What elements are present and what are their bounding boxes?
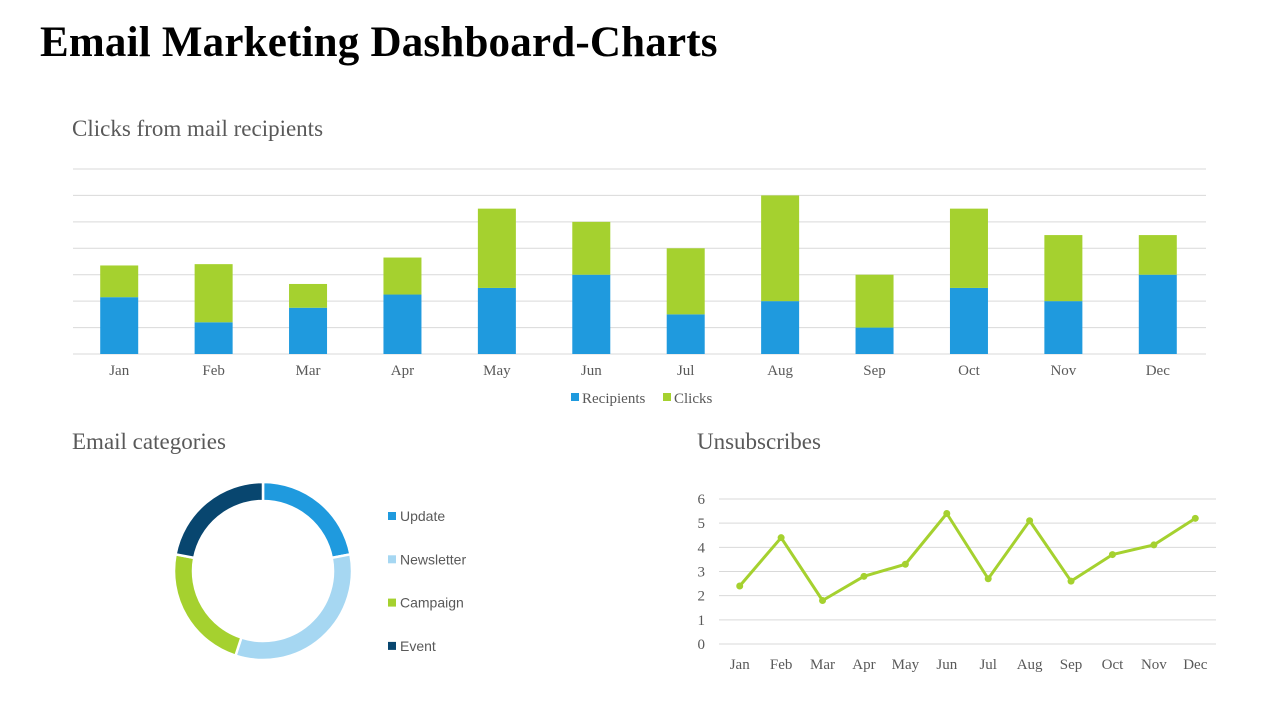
bar-x-tick-label: Mar bbox=[296, 363, 321, 379]
line-chart-title: Unsubscribes bbox=[697, 429, 821, 454]
line-x-tick-label: Jan bbox=[730, 657, 750, 673]
bar-clicks-apr bbox=[383, 257, 422, 295]
bar-x-tick-label: Dec bbox=[1146, 363, 1170, 379]
bar-clicks-dec bbox=[1138, 235, 1177, 275]
legend-swatch-clicks bbox=[663, 393, 671, 401]
bar-recipients-dec bbox=[1138, 274, 1177, 354]
legend-swatch-update bbox=[388, 512, 396, 520]
bar-x-tick-label: Jun bbox=[581, 363, 602, 379]
line-y-tick-label: 3 bbox=[698, 565, 706, 581]
bar-recipients-may bbox=[477, 287, 516, 354]
legend-label-newsletter: Newsletter bbox=[400, 551, 466, 567]
bar-x-tick-label: Nov bbox=[1050, 363, 1076, 379]
line-x-tick-label: Sep bbox=[1060, 657, 1083, 673]
legend-label-recipients: Recipients bbox=[582, 391, 645, 407]
line-y-tick-label: 6 bbox=[698, 492, 706, 508]
line-point-may bbox=[901, 560, 909, 568]
line-point-feb bbox=[777, 534, 785, 542]
bar-clicks-nov bbox=[1044, 235, 1083, 302]
bar-clicks-may bbox=[477, 208, 516, 288]
line-point-nov bbox=[1150, 541, 1158, 549]
donut-chart-title: Email categories bbox=[72, 429, 226, 454]
bar-clicks-oct bbox=[949, 208, 988, 288]
line-point-apr bbox=[860, 572, 868, 580]
bar-clicks-aug bbox=[761, 195, 800, 302]
line-point-aug bbox=[1026, 517, 1034, 525]
bar-recipients-jan bbox=[100, 297, 139, 354]
bar-recipients-mar bbox=[289, 307, 328, 354]
line-y-tick-label: 1 bbox=[698, 613, 706, 629]
legend-label-update: Update bbox=[400, 508, 445, 524]
line-series-unsubscribes bbox=[738, 512, 1197, 602]
page-title: Email Marketing Dashboard-Charts bbox=[40, 19, 718, 66]
line-point-jul bbox=[984, 575, 992, 583]
line-x-tick-label: Nov bbox=[1141, 657, 1167, 673]
line-y-tick-label: 4 bbox=[698, 540, 706, 556]
bar-x-tick-label: May bbox=[483, 363, 511, 379]
legend-swatch-recipients bbox=[571, 393, 579, 401]
line-x-tick-label: Dec bbox=[1183, 657, 1207, 673]
bar-x-tick-label: Jan bbox=[109, 363, 129, 379]
line-x-tick-label: May bbox=[892, 657, 920, 673]
line-x-tick-label: Jun bbox=[936, 657, 957, 673]
bar-recipients-jul bbox=[666, 314, 705, 354]
line-x-tick-label: Jul bbox=[979, 657, 997, 673]
legend-label-clicks: Clicks bbox=[674, 391, 712, 407]
line-x-tick-label: Mar bbox=[810, 657, 835, 673]
bar-clicks-feb bbox=[194, 264, 233, 323]
line-y-tick-label: 5 bbox=[698, 516, 706, 532]
line-x-tick-label: Oct bbox=[1102, 657, 1124, 673]
line-point-mar bbox=[819, 597, 827, 604]
line-point-oct bbox=[1108, 551, 1116, 559]
bar-clicks-mar bbox=[289, 283, 328, 308]
legend-swatch-newsletter bbox=[388, 555, 396, 564]
line-point-jan bbox=[736, 582, 744, 590]
bar-clicks-jan bbox=[100, 265, 139, 298]
bar-x-tick-label: Oct bbox=[958, 363, 980, 379]
line-point-dec bbox=[1191, 514, 1199, 522]
bar-recipients-apr bbox=[383, 294, 422, 354]
bar-x-tick-label: Aug bbox=[767, 363, 793, 379]
bar-x-tick-label: Apr bbox=[391, 363, 414, 379]
bar-x-tick-label: Feb bbox=[202, 363, 225, 379]
line-x-tick-label: Apr bbox=[852, 657, 875, 673]
donut-slice-event bbox=[174, 480, 265, 560]
bar-recipients-jun bbox=[572, 274, 611, 354]
line-x-tick-label: Aug bbox=[1017, 657, 1043, 673]
bar-clicks-jul bbox=[666, 248, 705, 315]
bar-x-tick-label: Jul bbox=[677, 363, 695, 379]
bar-x-tick-label: Sep bbox=[863, 363, 886, 379]
line-x-tick-label: Feb bbox=[770, 657, 793, 673]
bar-recipients-sep bbox=[855, 327, 894, 354]
line-point-sep bbox=[1067, 577, 1075, 585]
legend-swatch-campaign bbox=[388, 598, 396, 607]
bar-recipients-feb bbox=[194, 322, 233, 354]
line-point-jun bbox=[943, 510, 951, 517]
bar-clicks-jun bbox=[572, 221, 611, 275]
line-y-tick-label: 2 bbox=[698, 589, 706, 605]
bar-chart-title: Clicks from mail recipients bbox=[72, 116, 324, 141]
line-y-tick-label: 0 bbox=[698, 637, 706, 653]
bar-recipients-nov bbox=[1044, 301, 1083, 354]
legend-label-campaign: Campaign bbox=[400, 595, 464, 611]
bar-recipients-aug bbox=[761, 301, 800, 354]
legend-label-event: Event bbox=[400, 638, 436, 654]
bar-recipients-oct bbox=[949, 287, 988, 354]
legend-swatch-event bbox=[388, 641, 396, 650]
bar-clicks-sep bbox=[855, 274, 894, 328]
